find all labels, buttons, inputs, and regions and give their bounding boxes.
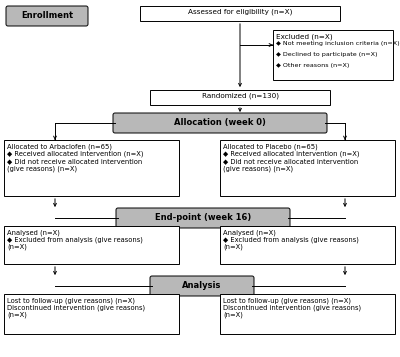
- Text: Lost to follow-up (give reasons) (n=X)
Discontinued intervention (give reasons)
: Lost to follow-up (give reasons) (n=X) D…: [223, 297, 361, 318]
- FancyBboxPatch shape: [116, 208, 290, 228]
- Text: ◆ Other reasons (n=X): ◆ Other reasons (n=X): [276, 63, 349, 68]
- Text: Excluded (n=X): Excluded (n=X): [276, 33, 333, 40]
- Text: Allocated to Arbaclofen (n=65)
◆ Received allocated intervention (n=X)
◆ Did not: Allocated to Arbaclofen (n=65) ◆ Receive…: [7, 143, 144, 171]
- Text: Lost to follow-up (give reasons) (n=X)
Discontinued intervention (give reasons)
: Lost to follow-up (give reasons) (n=X) D…: [7, 297, 145, 318]
- Text: ◆ Not meeting inclusion criteria (n=X): ◆ Not meeting inclusion criteria (n=X): [276, 41, 400, 46]
- FancyBboxPatch shape: [150, 276, 254, 296]
- FancyBboxPatch shape: [113, 113, 327, 133]
- Text: Analysed (n=X)
◆ Excluded from analysis (give reasons)
(n=X): Analysed (n=X) ◆ Excluded from analysis …: [223, 229, 359, 251]
- Text: Enrollment: Enrollment: [21, 11, 73, 20]
- FancyBboxPatch shape: [4, 294, 179, 334]
- FancyBboxPatch shape: [4, 140, 179, 196]
- Text: End-point (week 16): End-point (week 16): [155, 213, 251, 222]
- FancyBboxPatch shape: [220, 294, 395, 334]
- Text: Analysis: Analysis: [182, 281, 222, 290]
- Text: Allocation (week 0): Allocation (week 0): [174, 118, 266, 127]
- FancyBboxPatch shape: [6, 6, 88, 26]
- FancyBboxPatch shape: [220, 140, 395, 196]
- FancyBboxPatch shape: [4, 226, 179, 264]
- FancyBboxPatch shape: [220, 226, 395, 264]
- FancyBboxPatch shape: [140, 6, 340, 21]
- Text: ◆ Declined to participate (n=X): ◆ Declined to participate (n=X): [276, 52, 378, 57]
- FancyBboxPatch shape: [150, 90, 330, 105]
- Text: Analysed (n=X)
◆ Excluded from analysis (give reasons)
(n=X): Analysed (n=X) ◆ Excluded from analysis …: [7, 229, 143, 251]
- FancyBboxPatch shape: [273, 30, 393, 80]
- Text: Randomized (n=130): Randomized (n=130): [202, 92, 278, 99]
- Text: Assessed for eligibility (n=X): Assessed for eligibility (n=X): [188, 9, 292, 15]
- Text: Allocated to Placebo (n=65)
◆ Received allocated intervention (n=X)
◆ Did not re: Allocated to Placebo (n=65) ◆ Received a…: [223, 143, 360, 171]
